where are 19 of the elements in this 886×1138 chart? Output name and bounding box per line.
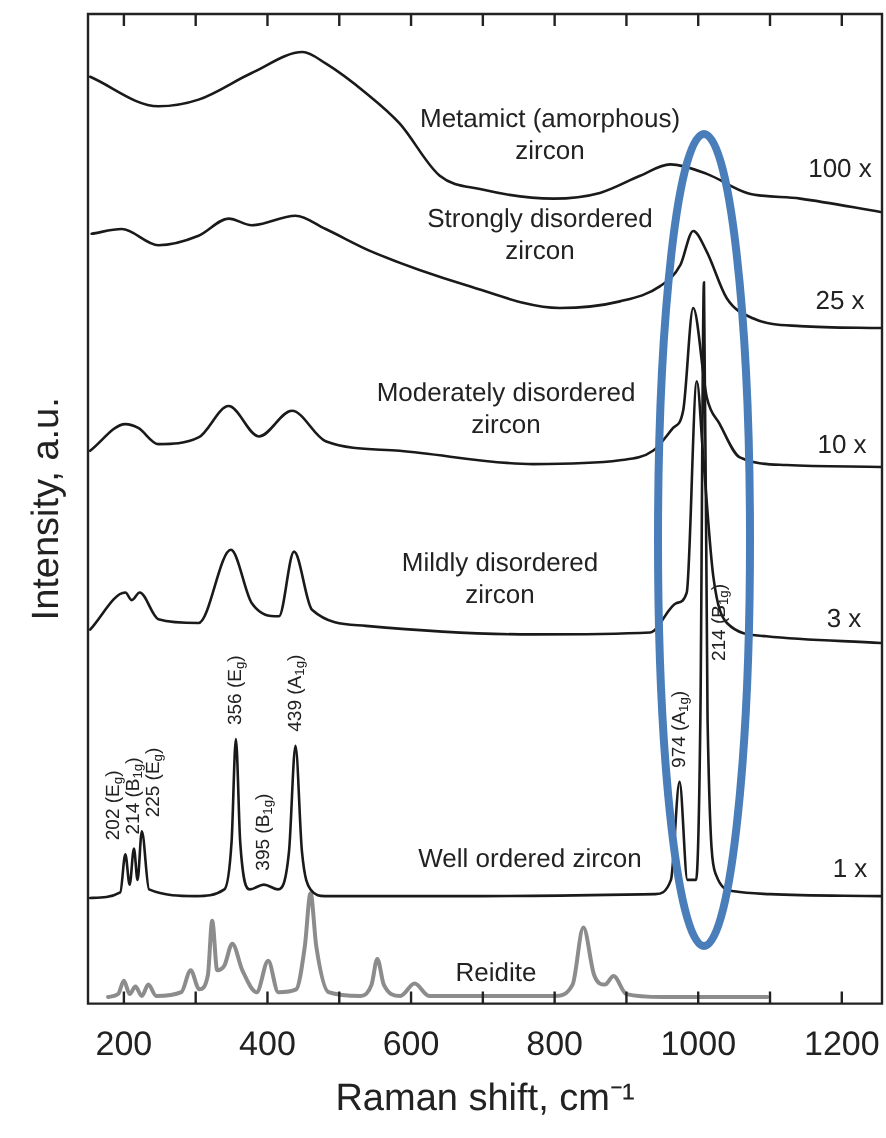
annotation: 25 x <box>815 285 866 316</box>
x-tick-label: 400 <box>239 1025 296 1064</box>
series-label: Moderately disordered zircon <box>376 377 636 440</box>
annotation: 100 x <box>808 153 873 184</box>
x-tick-label: 200 <box>95 1025 153 1064</box>
series-label: Reidite <box>455 957 537 988</box>
x-tick-label: 800 <box>526 1025 584 1064</box>
annotation: 10 x <box>817 429 868 460</box>
series-label: Metamict (amorphous) zircon <box>419 103 681 166</box>
annotation: 1 x <box>832 853 869 884</box>
series-label: Strongly disordered zircon <box>427 203 653 266</box>
x-tick-label: 1000 <box>660 1025 737 1064</box>
series-label: Mildly disordered zircon <box>401 547 599 610</box>
x-tick-label: 600 <box>382 1025 440 1064</box>
series-label: Well ordered zircon <box>418 843 642 874</box>
x-axis-title: Raman shift, cm⁻¹ <box>335 1077 635 1120</box>
annotation: 3 x <box>826 603 863 634</box>
y-axis-title: Intensity, a.u. <box>26 397 69 621</box>
x-tick-label: 1200 <box>803 1025 880 1064</box>
